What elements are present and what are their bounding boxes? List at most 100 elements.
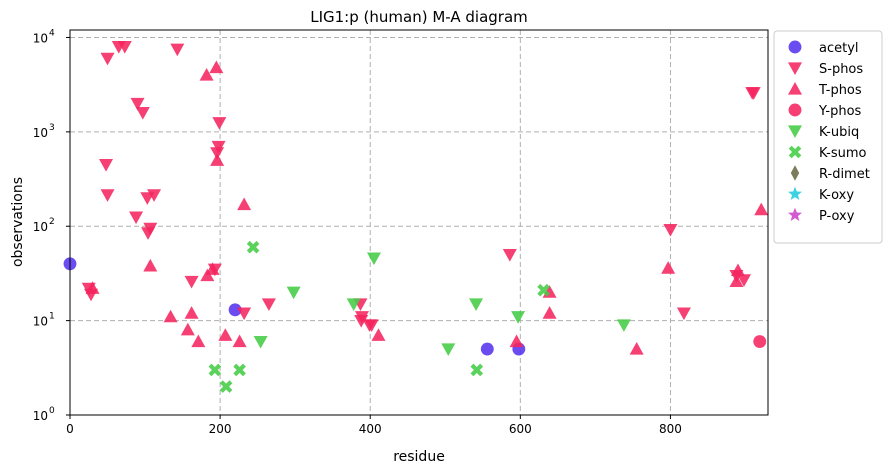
point-K-ubiq xyxy=(253,335,268,349)
point-T-phos xyxy=(209,60,224,74)
legend-marker-T-phos xyxy=(788,82,802,95)
legend-marker-R-dimet xyxy=(790,165,800,181)
point-S-phos xyxy=(212,117,227,130)
point-T-phos xyxy=(509,334,524,348)
grid-lines xyxy=(70,30,768,415)
legend-marker-K-ubiq xyxy=(788,125,802,138)
y-tick-label: 10 xyxy=(33,126,48,140)
legend-label: R-dimet xyxy=(819,167,870,182)
point-S-phos xyxy=(663,224,678,237)
point-S-phos xyxy=(736,274,751,287)
point-T-phos xyxy=(371,328,386,341)
series-acetyl xyxy=(63,257,526,356)
legend-marker-acetyl xyxy=(788,40,802,54)
point-S-phos xyxy=(117,41,132,54)
legend-label: Y-phos xyxy=(818,104,862,119)
point-S-phos xyxy=(237,307,252,321)
point-T-phos xyxy=(237,197,252,211)
point-S-phos xyxy=(99,158,114,172)
y-tick-exponent: 4 xyxy=(49,28,55,38)
data-points xyxy=(63,41,769,393)
series-S-phos xyxy=(81,41,761,332)
x-tick-label: 0 xyxy=(66,422,74,436)
y-tick-label: 10 xyxy=(33,315,48,329)
legend-marker-Y-phos xyxy=(788,103,802,117)
point-K-sumo xyxy=(246,240,260,254)
point-T-phos xyxy=(754,202,769,216)
x-axis-ticks: 0 200 400 600 800 xyxy=(66,415,682,436)
point-acetyl xyxy=(228,303,242,317)
y-axis-title: observations xyxy=(10,177,26,267)
legend-marker-K-oxy xyxy=(788,186,802,200)
point-K-sumo xyxy=(537,283,550,297)
point-T-phos xyxy=(232,334,247,348)
point-K-ubiq xyxy=(286,286,301,300)
point-S-phos xyxy=(170,43,185,57)
legend-marker-K-sumo xyxy=(788,145,802,159)
y-tick-exponent: 1 xyxy=(49,312,55,322)
series-K-sumo xyxy=(208,240,550,393)
x-tick-label: 600 xyxy=(509,422,532,436)
point-K-ubiq xyxy=(346,298,361,311)
point-S-phos xyxy=(354,315,369,328)
point-T-phos xyxy=(218,328,233,341)
point-T-phos xyxy=(163,309,178,323)
point-S-phos xyxy=(141,227,156,240)
point-S-phos xyxy=(362,319,377,332)
legend: acetyl S-phos T-phos Y-phos K-ubiq K-sumo R-di… xyxy=(773,30,883,244)
point-T-phos xyxy=(729,274,744,288)
point-S-phos xyxy=(261,298,276,311)
point-K-ubiq xyxy=(469,298,484,311)
y-tick-exponent: 2 xyxy=(49,217,55,227)
legend-label: K-ubiq xyxy=(819,125,859,140)
point-K-sumo xyxy=(233,363,246,377)
legend-box xyxy=(773,30,883,244)
point-T-phos xyxy=(629,342,644,355)
point-T-phos xyxy=(210,153,225,166)
plot-frame xyxy=(69,29,769,416)
point-T-phos xyxy=(85,281,100,294)
point-S-phos xyxy=(746,87,761,100)
point-S-phos xyxy=(502,249,517,262)
point-Y-phos xyxy=(753,335,767,348)
x-tick-label: 800 xyxy=(659,422,682,436)
legend-label: K-sumo xyxy=(819,146,867,161)
point-T-phos xyxy=(200,268,215,282)
x-tick-label: 400 xyxy=(359,422,382,436)
point-T-phos xyxy=(143,258,158,272)
point-acetyl xyxy=(480,342,494,356)
point-T-phos xyxy=(542,306,557,319)
point-T-phos xyxy=(180,322,195,336)
y-tick-label: 10 xyxy=(33,409,48,423)
x-axis-title: residue xyxy=(393,449,445,465)
chart-title: LIG1:p (human) M-A diagram xyxy=(310,8,528,26)
series-K-ubiq xyxy=(253,252,631,357)
point-S-phos xyxy=(676,307,691,321)
point-K-sumo xyxy=(219,380,233,393)
point-S-phos xyxy=(135,106,150,120)
point-K-ubiq xyxy=(366,252,381,266)
legend-label: P-oxy xyxy=(819,209,855,224)
point-T-phos xyxy=(730,263,745,277)
legend-label: acetyl xyxy=(819,41,859,56)
legend-label: K-oxy xyxy=(819,188,854,203)
point-S-phos xyxy=(100,52,115,66)
point-K-ubiq xyxy=(511,311,526,324)
x-tick-label: 200 xyxy=(209,422,232,436)
point-T-phos xyxy=(199,68,214,81)
point-S-phos xyxy=(100,189,115,202)
y-tick-exponent: 3 xyxy=(49,123,55,133)
point-S-phos xyxy=(129,211,144,225)
point-T-phos xyxy=(184,306,199,319)
point-S-phos xyxy=(130,97,145,111)
point-T-phos xyxy=(191,334,206,348)
point-S-phos xyxy=(184,275,199,289)
point-K-sumo xyxy=(208,363,222,377)
legend-marker-S-phos xyxy=(788,62,802,75)
y-tick-exponent: 0 xyxy=(49,406,55,416)
point-T-phos xyxy=(661,261,676,274)
point-S-phos xyxy=(211,140,226,154)
point-S-phos xyxy=(140,192,155,205)
